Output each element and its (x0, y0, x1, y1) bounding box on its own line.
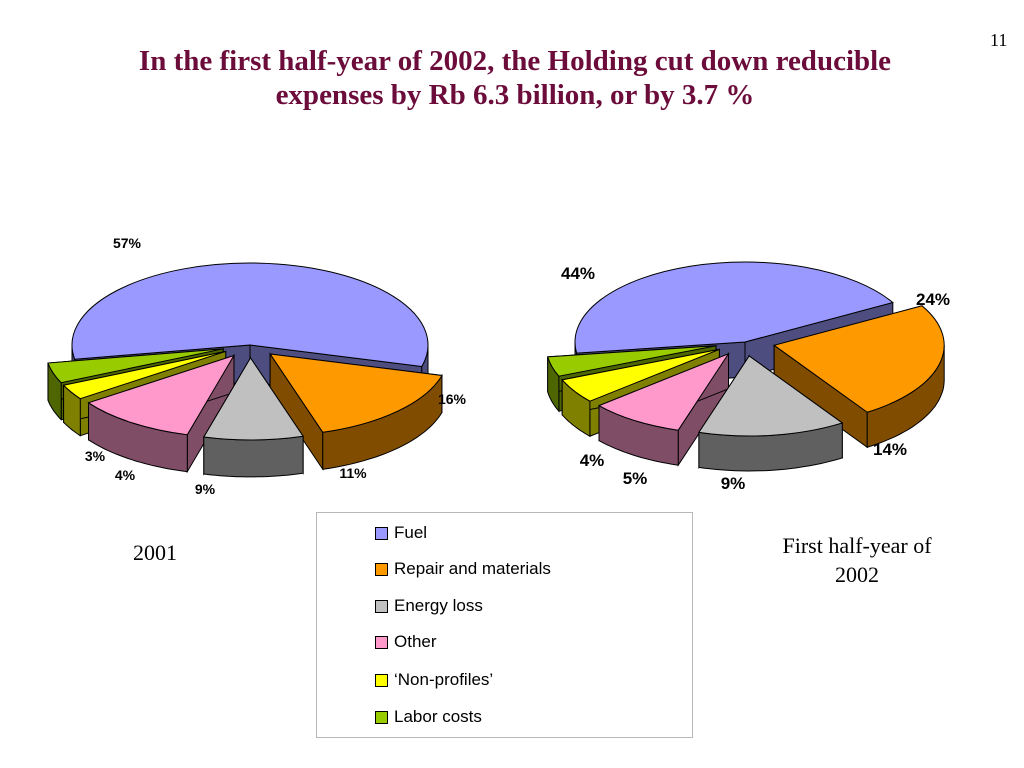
chart-2002-slice-labor-costs-top (547, 345, 717, 377)
chart-2001-slice-energy-loss-side (203, 435, 304, 478)
chart-2002-slice-energy-loss (698, 354, 844, 472)
chart-2001-label-fuel: 57% (113, 235, 142, 251)
slide-title: In the first half-year of 2002, the Hold… (40, 44, 990, 112)
chart-2001-slice-energy-loss-top (203, 356, 304, 441)
legend-item-repair: Repair and materials (375, 559, 551, 579)
legend-swatch-other (375, 635, 388, 649)
legend-label-non-profiles: ‘Non-profiles’ (394, 670, 494, 689)
chart-2002-slice-repair (773, 305, 945, 449)
caption-2001: 2001 (133, 540, 177, 565)
legend-label-energy-loss: Energy loss (394, 596, 483, 615)
slide-title-line-2: expenses by Rb 6.3 billion, or by 3.7 % (275, 79, 755, 111)
slide-title-line-1: In the first half-year of 2002, the Hold… (138, 45, 892, 77)
legend-item-non-profiles: ‘Non-profiles’ (375, 670, 493, 690)
chart-2002-slice-energy-loss-top (698, 355, 844, 437)
legend-label-repair: Repair and materials (394, 559, 551, 578)
chart-2002-label-labor-costs: 4% (580, 451, 605, 470)
chart-2001-label-other: 11% (339, 465, 367, 481)
caption-2002-line-1: First half-year of (782, 533, 932, 558)
chart-2002-label-energy-loss: 14% (873, 440, 907, 459)
legend-swatch-fuel (375, 526, 388, 540)
chart-2002-label-repair: 24% (916, 290, 950, 309)
chart-2002: 44% 24% 14% 9% 5% 4% (547, 261, 950, 493)
chart-2001-slice-other-top (87, 354, 236, 436)
caption-2002-line-2: 2002 (835, 562, 879, 587)
chart-2001-slice-labor-costs-top (47, 348, 224, 384)
legend-item-fuel: Fuel (375, 523, 427, 543)
chart-2002-slice-fuel-top (574, 261, 894, 354)
chart-2001-label-repair: 16% (438, 391, 467, 407)
chart-2001-slice-other (87, 353, 236, 474)
legend-label-other: Other (394, 632, 437, 651)
chart-2002-label-fuel: 44% (561, 264, 595, 283)
legend-swatch-energy-loss (375, 599, 388, 613)
chart-2002-label-non-profiles: 5% (623, 469, 648, 488)
legend-item-labor-costs: Labor costs (375, 707, 482, 727)
legend-swatch-non-profiles (375, 673, 388, 687)
legend: Fuel Repair and materials Energy loss Ot… (316, 512, 693, 738)
chart-2001-label-non-profiles: 3% (85, 448, 106, 464)
chart-2002-slice-other-top (597, 352, 730, 431)
chart-2001-label-labor-costs: 4% (115, 467, 136, 483)
legend-label-labor-costs: Labor costs (394, 707, 482, 726)
chart-2001-slice-repair (269, 352, 443, 471)
chart-2001-label-energy-loss: 9% (195, 481, 216, 497)
page-number: 11 (990, 30, 1008, 50)
chart-2001: 57% 16% 9% 11% 3% 4% (47, 235, 467, 497)
chart-2002-slice-non-profiles-top (561, 348, 720, 402)
chart-2001-slice-non-profiles-top (62, 350, 226, 400)
legend-item-energy-loss: Energy loss (375, 596, 483, 616)
legend-swatch-labor-costs (375, 710, 388, 724)
legend-item-other: Other (375, 632, 437, 652)
legend-label-fuel: Fuel (394, 523, 428, 542)
caption-2002: First half-year of 2002 (742, 531, 972, 589)
chart-2001-slice-fuel-top (71, 262, 429, 368)
chart-2001-slice-repair-top (269, 353, 443, 433)
legend-swatch-repair (375, 562, 388, 576)
chart-2002-label-other: 9% (721, 474, 746, 493)
chart-2001-slice-energy-loss (203, 356, 304, 478)
chart-2002-slice-repair-top (773, 305, 945, 413)
chart-2002-slice-other (597, 352, 730, 467)
